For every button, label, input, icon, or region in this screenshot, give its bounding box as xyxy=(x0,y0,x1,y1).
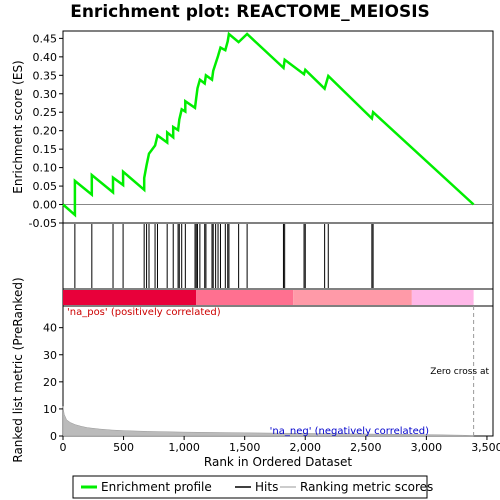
metric-plot-frame xyxy=(62,305,494,437)
es-y-tick-label: 0.45 xyxy=(33,32,58,45)
color-band-segment xyxy=(411,290,474,305)
es-y-axis-ticks: -0.05 0.00 0.05 0.10 0.15 0.20 0.25 0.30 0.35 0.4… xyxy=(29,32,63,230)
metric-y-tick-label: 40 xyxy=(43,322,57,335)
legend-enrichment-label: Enrichment profile xyxy=(101,480,212,494)
metric-y-tick-label: 0 xyxy=(50,430,57,443)
es-y-tick-label: -0.05 xyxy=(29,217,57,230)
chart-title: Enrichment plot: REACTOME_MEIOSIS xyxy=(70,2,430,22)
x-axis-label: Rank in Ordered Dataset xyxy=(204,455,352,469)
ranked-metric-panel: Zero cross at 'na_pos' (positively corre… xyxy=(11,277,494,463)
es-y-tick-label: 0.40 xyxy=(33,51,58,64)
negative-correlation-label: 'na_neg' (negatively correlated) xyxy=(270,426,429,437)
legend: Enrichment profile Hits Ranking metric s… xyxy=(72,475,433,499)
hit-lines xyxy=(74,224,374,288)
es-y-tick-label: 0.05 xyxy=(33,180,58,193)
color-band-segment xyxy=(196,290,294,305)
x-tick-label: 1,500 xyxy=(229,441,261,454)
color-band-segment xyxy=(63,290,197,305)
x-tick-label: 500 xyxy=(113,441,134,454)
zero-cross-label: Zero cross at xyxy=(430,367,489,377)
hits-panel xyxy=(62,222,494,290)
es-y-tick-label: 0.25 xyxy=(33,106,58,119)
es-y-tick-label: 0.20 xyxy=(33,125,58,138)
enrichment-score-panel: -0.05 0.00 0.05 0.10 0.15 0.20 0.25 0.30 0.35 0.4… xyxy=(11,30,494,230)
ranking-metric-area xyxy=(62,406,474,437)
x-tick-label: 1,000 xyxy=(168,441,200,454)
x-tick-label: 3,500 xyxy=(471,441,500,454)
legend-metric-label: Ranking metric scores xyxy=(300,480,433,494)
x-tick-label: 2,000 xyxy=(290,441,322,454)
es-y-tick-label: 0.35 xyxy=(33,69,58,82)
es-y-tick-label: 0.15 xyxy=(33,143,58,156)
es-y-tick-label: 0.00 xyxy=(33,199,58,212)
color-band-panel xyxy=(62,288,494,307)
es-y-axis-label: Enrichment score (ES) xyxy=(11,60,25,193)
x-tick-label: 0 xyxy=(60,441,67,454)
metric-y-axis-ticks: 0 10 20 30 40 xyxy=(43,322,63,443)
es-plot-frame xyxy=(62,30,494,224)
metric-y-tick-label: 20 xyxy=(43,376,57,389)
metric-y-tick-label: 30 xyxy=(43,349,57,362)
metric-y-tick-label: 10 xyxy=(43,403,57,416)
es-y-tick-label: 0.30 xyxy=(33,88,58,101)
legend-hits-label: Hits xyxy=(255,480,278,494)
metric-y-axis-label: Ranked list metric (PreRanked) xyxy=(11,277,25,462)
x-tick-label: 3,000 xyxy=(411,441,443,454)
color-band-segment xyxy=(293,290,412,305)
positive-correlation-label: 'na_pos' (positively correlated) xyxy=(67,307,221,318)
x-tick-label: 2,500 xyxy=(350,441,382,454)
hits-frame xyxy=(62,222,494,290)
x-axis: 0 500 1,000 1,500 2,000 2,500 3,000 3,500 xyxy=(60,436,500,454)
es-y-tick-label: 0.10 xyxy=(33,162,58,175)
enrichment-profile-line xyxy=(62,31,475,218)
color-band-segments xyxy=(63,290,474,305)
